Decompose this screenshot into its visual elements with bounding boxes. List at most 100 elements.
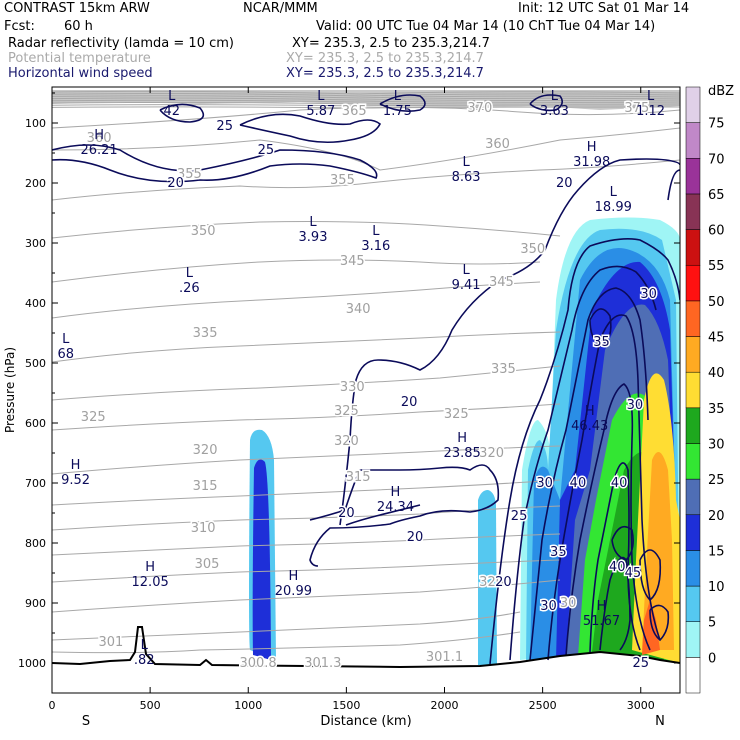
valid-time: Valid: 00 UTC Tue 04 Mar 14 (10 ChT Tue … [316, 19, 656, 34]
wind-contour-label: 40 [611, 476, 628, 491]
colorbar-swatch [685, 371, 701, 409]
isentrope-label: 370 [467, 101, 492, 116]
extremum-value: 18.99 [595, 200, 632, 215]
isentrope-line [52, 95, 680, 99]
isentrope-label: 335 [193, 326, 218, 341]
isentrope-label: 365 [342, 104, 367, 119]
wind-speed-contour [667, 169, 680, 201]
wind-speed-contour [529, 287, 649, 661]
colorbar-level-label: 15 [708, 544, 725, 559]
extremum-value: .82 [134, 653, 155, 668]
wind-contour-label: 25 [632, 656, 649, 671]
colorbar-swatch [685, 336, 701, 373]
isentrope-label: 375 [624, 101, 649, 116]
isentrope-label: 310 [191, 521, 216, 536]
colorbar-level-label: 35 [708, 402, 725, 417]
wind-contour-label: 20 [407, 530, 424, 545]
x-tick-label: 3000 [627, 699, 655, 712]
colorbar-swatch [685, 550, 701, 587]
extremum-marker: L [141, 638, 149, 653]
colorbar-level-label: 30 [708, 437, 725, 452]
extremum-marker: L [317, 89, 325, 104]
wind-contour-label: 45 [625, 566, 642, 581]
colorbar-swatch [685, 229, 701, 266]
isentrope-label: 355 [177, 167, 202, 182]
x-tick-label: 500 [140, 699, 161, 712]
isentrope-label: 320 [479, 575, 504, 590]
wind-contour-label: 20 [556, 176, 573, 191]
wind-contour-label: 30 [627, 398, 644, 413]
isentrope-label: 301.1 [426, 650, 463, 665]
isentrope-label: 320 [479, 446, 504, 461]
isentrope-label: 345 [340, 254, 365, 269]
x-tick-label: 0 [49, 699, 56, 712]
extremum-value: 9.52 [61, 473, 90, 488]
wind-speed-contour [589, 308, 612, 347]
isentrope-line [52, 445, 561, 475]
wind-speed-contour [565, 383, 651, 657]
field-reflectivity-xy: XY= 235.3, 2.5 to 235.3,214.7 [292, 36, 490, 51]
wind-speed-contour [159, 103, 205, 123]
isentrope-label: 350 [520, 242, 545, 257]
isentrope-label: 315 [193, 479, 218, 494]
isentrope-label: 301 [98, 635, 123, 650]
wind-speed-contour [52, 144, 378, 183]
wind-contour-label: 20 [401, 395, 418, 410]
colorbar-level-label: 45 [708, 331, 725, 346]
wind-speed-contour [345, 504, 421, 526]
x-tick-label: 1000 [234, 699, 262, 712]
extremum-marker: H [145, 560, 155, 575]
y-tick-label: 500 [25, 357, 46, 370]
colorbar-level-label: 50 [708, 295, 725, 310]
extremum-value: 46.43 [571, 419, 608, 434]
colorbar-swatch [685, 478, 701, 516]
wind-contour-label: 30 [536, 476, 553, 491]
isentrope-line [52, 579, 561, 613]
extremum-marker: L [168, 89, 176, 104]
wind-contour-label: 20 [167, 176, 184, 191]
wind-speed-contour [529, 94, 564, 112]
isentrope-line [52, 93, 680, 97]
reflectivity-cell [478, 490, 497, 665]
y-tick-label: 300 [25, 237, 46, 250]
extremum-value: 68 [57, 347, 74, 362]
isentrope-line [52, 101, 680, 105]
colorbar-unit: dBZ [708, 84, 734, 99]
extremum-value: 24.34 [377, 500, 414, 515]
wind-speed-contour [509, 265, 657, 661]
colorbar-level-label: 5 [708, 616, 716, 631]
extremum-marker: L [372, 224, 380, 239]
colorbar-level-label: 20 [708, 509, 725, 524]
extremum-marker: L [551, 89, 559, 104]
wind-speed-contour [239, 113, 382, 144]
wind-contour-label: 25 [511, 509, 528, 524]
center-label: NCAR/MMM [243, 1, 318, 16]
isentrope-label: 355 [330, 173, 355, 188]
wind-contour-label: 35 [593, 335, 610, 350]
extremum-marker: L [309, 215, 317, 230]
isentrope-label: 335 [491, 362, 516, 377]
colorbar-swatch [685, 443, 701, 480]
isentrope-line [52, 479, 561, 506]
plot-frame [51, 86, 681, 694]
x-axis-label: Distance (km) [320, 714, 411, 729]
wind-contour-label: 40 [609, 560, 626, 575]
extremum-marker: H [71, 458, 81, 473]
extremum-value: .26 [179, 281, 200, 296]
isentrope-line [52, 365, 561, 401]
isentrope-line [52, 259, 541, 283]
wind-contour-label: 35 [550, 545, 567, 560]
wind-speed-contour [379, 94, 426, 112]
y-tick-label: 100 [25, 117, 46, 130]
field-theta-xy: XY= 235.3, 2.5 to 235.3,214.7 [286, 51, 484, 66]
isentrope-label: 300.8 [239, 656, 276, 671]
colorbar-swatch [685, 657, 701, 694]
wind-speed-contour [611, 525, 634, 561]
isentrope-label: 320 [193, 443, 218, 458]
reflectivity-cell [252, 459, 271, 660]
extremum-marker: H [288, 569, 298, 584]
isentrope-line [52, 631, 521, 654]
colorbar-swatch [685, 193, 701, 230]
y-tick-label: 800 [25, 537, 46, 550]
colorbar-level-label: 55 [708, 259, 725, 274]
